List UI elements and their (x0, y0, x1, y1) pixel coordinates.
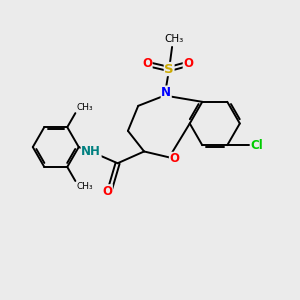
Text: O: O (169, 152, 179, 165)
Text: CH₃: CH₃ (77, 103, 94, 112)
Text: O: O (183, 57, 193, 70)
Text: CH₃: CH₃ (77, 182, 94, 191)
Text: N: N (161, 86, 171, 99)
Text: S: S (164, 62, 174, 76)
Text: NH: NH (81, 145, 101, 158)
Text: CH₃: CH₃ (164, 34, 183, 44)
Text: Cl: Cl (251, 139, 264, 152)
Text: O: O (102, 185, 112, 198)
Text: O: O (142, 57, 152, 70)
